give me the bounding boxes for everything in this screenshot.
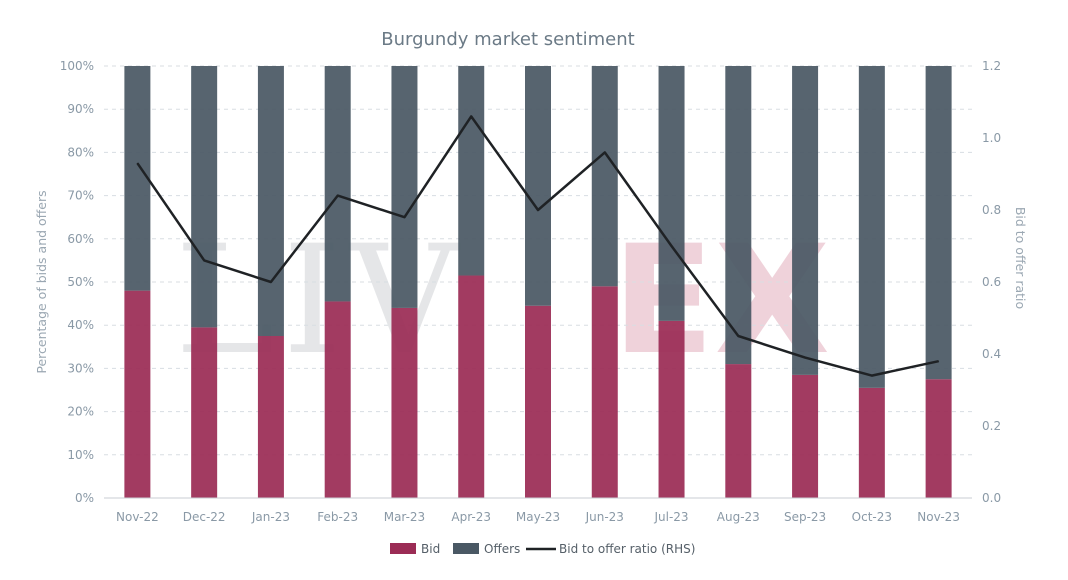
y2-tick-label: 0.4 bbox=[982, 347, 1001, 361]
x-tick-label: Jul-23 bbox=[653, 510, 688, 524]
y-tick-label: 30% bbox=[67, 361, 94, 375]
y-tick-label: 50% bbox=[67, 275, 94, 289]
legend-swatch-offers bbox=[453, 543, 479, 554]
bar-bid bbox=[124, 290, 151, 498]
ratio-point bbox=[737, 335, 739, 337]
x-tick-label: Mar-23 bbox=[384, 510, 425, 524]
bar-offers bbox=[858, 66, 885, 388]
bar-bid bbox=[391, 307, 418, 498]
bar-bid bbox=[525, 305, 551, 498]
ratio-point bbox=[337, 195, 339, 197]
ratio-point bbox=[671, 245, 673, 247]
ratio-point bbox=[403, 216, 405, 218]
bar-bid bbox=[324, 301, 351, 498]
bar-bid bbox=[191, 327, 218, 498]
bar-offers bbox=[725, 66, 752, 365]
bar-bid bbox=[591, 286, 618, 498]
y-tick-label: 20% bbox=[67, 405, 94, 419]
y-tick-label: 40% bbox=[67, 318, 94, 332]
y2-tick-label: 0.2 bbox=[982, 419, 1001, 433]
y2-tick-label: 0.6 bbox=[982, 275, 1001, 289]
svg-text:LIV: LIV bbox=[175, 214, 466, 388]
y-axis-label: Percentage of bids and offers bbox=[34, 190, 49, 373]
y-tick-label: 100% bbox=[60, 59, 94, 73]
y-tick-label: 60% bbox=[67, 232, 94, 246]
x-tick-label: Jan-23 bbox=[251, 510, 290, 524]
bar-bid bbox=[858, 387, 885, 498]
x-tick-label: Nov-22 bbox=[116, 510, 159, 524]
bar-offers bbox=[391, 66, 418, 308]
x-tick-label: Dec-22 bbox=[183, 510, 226, 524]
y-tick-label: 80% bbox=[67, 145, 94, 159]
bar-offers bbox=[458, 66, 485, 276]
ratio-point bbox=[470, 115, 472, 117]
x-tick-label: Jun-23 bbox=[585, 510, 624, 524]
bars bbox=[124, 66, 952, 498]
y2-tick-label: 0.8 bbox=[982, 203, 1001, 217]
ratio-point bbox=[871, 375, 873, 377]
bar-bid bbox=[725, 364, 752, 498]
legend: Bid Offers Bid to offer ratio (RHS) bbox=[390, 542, 695, 556]
ratio-point bbox=[604, 151, 606, 153]
x-tick-label: Feb-23 bbox=[317, 510, 358, 524]
x-tick-label: Aug-23 bbox=[717, 510, 760, 524]
ratio-point bbox=[938, 360, 940, 362]
y2-axis-label: Bid to offer ratio bbox=[1013, 207, 1028, 309]
x-tick-label: Apr-23 bbox=[451, 510, 491, 524]
bar-bid bbox=[257, 336, 284, 498]
y-tick-label: 0% bbox=[75, 491, 94, 505]
ratio-line bbox=[136, 115, 940, 377]
x-tick-label: Nov-23 bbox=[917, 510, 960, 524]
bar-bid bbox=[658, 320, 685, 498]
y2-tick-label: 1.0 bbox=[982, 131, 1001, 145]
y-tick-label: 90% bbox=[67, 102, 94, 116]
x-tick-label: Sep-23 bbox=[784, 510, 826, 524]
bar-bid bbox=[792, 374, 819, 498]
bar-offers bbox=[191, 66, 218, 328]
ratio-point bbox=[136, 162, 138, 164]
bar-offers bbox=[324, 66, 351, 302]
ratio-point bbox=[270, 281, 272, 283]
bar-bid bbox=[458, 275, 485, 498]
legend-swatch-bid bbox=[390, 543, 416, 554]
axes: 0% 10% 20% 30% 40% 50% 60% 70% 80% 90% 100% 0.0 0.2 0… bbox=[60, 59, 1001, 524]
ratio-point bbox=[203, 259, 205, 261]
y2-tick-label: 0.0 bbox=[982, 491, 1001, 505]
bar-offers bbox=[925, 66, 952, 380]
bar-offers bbox=[525, 66, 551, 306]
legend-label-offers: Offers bbox=[484, 542, 520, 556]
bar-bid bbox=[925, 379, 952, 498]
legend-label-bid: Bid bbox=[421, 542, 440, 556]
y2-tick-label: 1.2 bbox=[982, 59, 1001, 73]
bar-offers bbox=[792, 66, 819, 375]
bar-offers bbox=[124, 66, 151, 291]
ratio-point bbox=[537, 209, 539, 211]
x-tick-label: May-23 bbox=[516, 510, 560, 524]
legend-label-ratio: Bid to offer ratio (RHS) bbox=[559, 542, 695, 556]
bar-offers bbox=[591, 66, 618, 287]
chart-title: Burgundy market sentiment bbox=[381, 29, 634, 50]
y-tick-label: 10% bbox=[67, 448, 94, 462]
bar-offers bbox=[257, 66, 284, 336]
bar-offers bbox=[658, 66, 685, 321]
y-tick-label: 70% bbox=[67, 189, 94, 203]
ratio-point bbox=[804, 357, 806, 359]
x-tick-label: Oct-23 bbox=[852, 510, 892, 524]
